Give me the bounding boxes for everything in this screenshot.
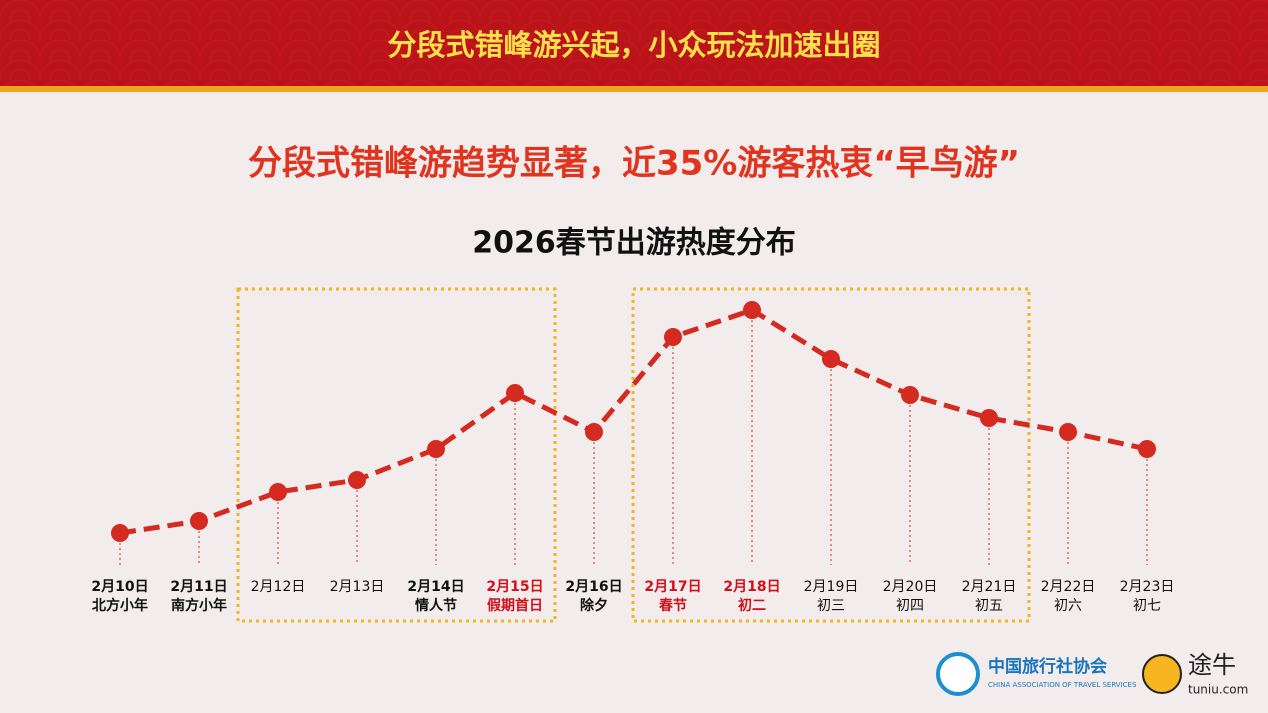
point — [664, 328, 682, 346]
point — [822, 350, 840, 368]
x-tick-label: 2月22日 — [1041, 579, 1096, 595]
x-tick-sublabel: 初三 — [817, 597, 845, 614]
association-name: 中国旅行社协会 — [988, 656, 1107, 677]
highlight-box — [631, 287, 1031, 623]
point — [980, 409, 998, 427]
x-tick-label: 2月13日 — [330, 579, 385, 595]
chart-title: 2026春节出游热度分布 — [472, 226, 796, 261]
x-tick-sublabel: 情人节 — [415, 597, 457, 614]
x-tick-label: 2月14日 — [407, 579, 464, 595]
association-name-en: CHINA ASSOCIATION OF TRAVEL SERVICES — [988, 681, 1137, 689]
x-tick-sublabel: 初二 — [738, 597, 766, 614]
point — [1059, 423, 1077, 441]
point — [1138, 440, 1156, 458]
brand-url: tuniu.com — [1188, 683, 1248, 697]
x-tick-sublabel: 初五 — [975, 597, 1003, 614]
headline: 分段式错峰游趋势显著，近35%游客热衷“早鸟游” — [248, 144, 1020, 184]
x-tick-label: 2月21日 — [962, 579, 1017, 595]
point — [190, 512, 208, 530]
x-tick-label: 2月20日 — [883, 579, 938, 595]
x-tick-label: 2月11日 — [170, 579, 227, 595]
x-tick-sublabel: 初四 — [896, 597, 924, 614]
x-tick-sublabel: 除夕 — [580, 597, 608, 614]
brand-logo — [1142, 654, 1182, 694]
point — [901, 386, 919, 404]
x-tick-label: 2月12日 — [251, 579, 306, 595]
header-rule — [0, 86, 1268, 92]
highlight-box — [236, 287, 557, 623]
x-tick-label: 2月23日 — [1120, 579, 1175, 595]
x-tick-sublabel: 北方小年 — [92, 597, 148, 614]
x-tick-label: 2月16日 — [565, 579, 622, 595]
x-tick-label: 2月19日 — [804, 579, 859, 595]
x-tick-label: 2月10日 — [91, 579, 148, 595]
header-title: 分段式错峰游兴起，小众玩法加速出圈 — [387, 28, 880, 62]
point — [269, 483, 287, 501]
x-tick-label: 2月15日 — [486, 579, 543, 595]
heat-line — [119, 307, 1148, 536]
x-tick-label: 2月18日 — [723, 579, 780, 595]
point — [427, 440, 445, 458]
x-tick-sublabel: 南方小年 — [171, 597, 227, 614]
x-tick-sublabel: 初七 — [1133, 597, 1161, 614]
x-tick-sublabel: 春节 — [658, 597, 687, 614]
x-tick-sublabel: 初六 — [1054, 597, 1082, 614]
brand-name: 途牛 — [1188, 651, 1236, 679]
point — [348, 471, 366, 489]
point — [506, 384, 524, 402]
association-logo — [936, 652, 980, 696]
point — [743, 301, 761, 319]
x-tick-sublabel: 假期首日 — [487, 597, 543, 614]
point — [111, 524, 129, 542]
header-pattern — [0, 0, 1268, 86]
x-tick-label: 2月17日 — [644, 579, 701, 595]
point — [585, 423, 603, 441]
